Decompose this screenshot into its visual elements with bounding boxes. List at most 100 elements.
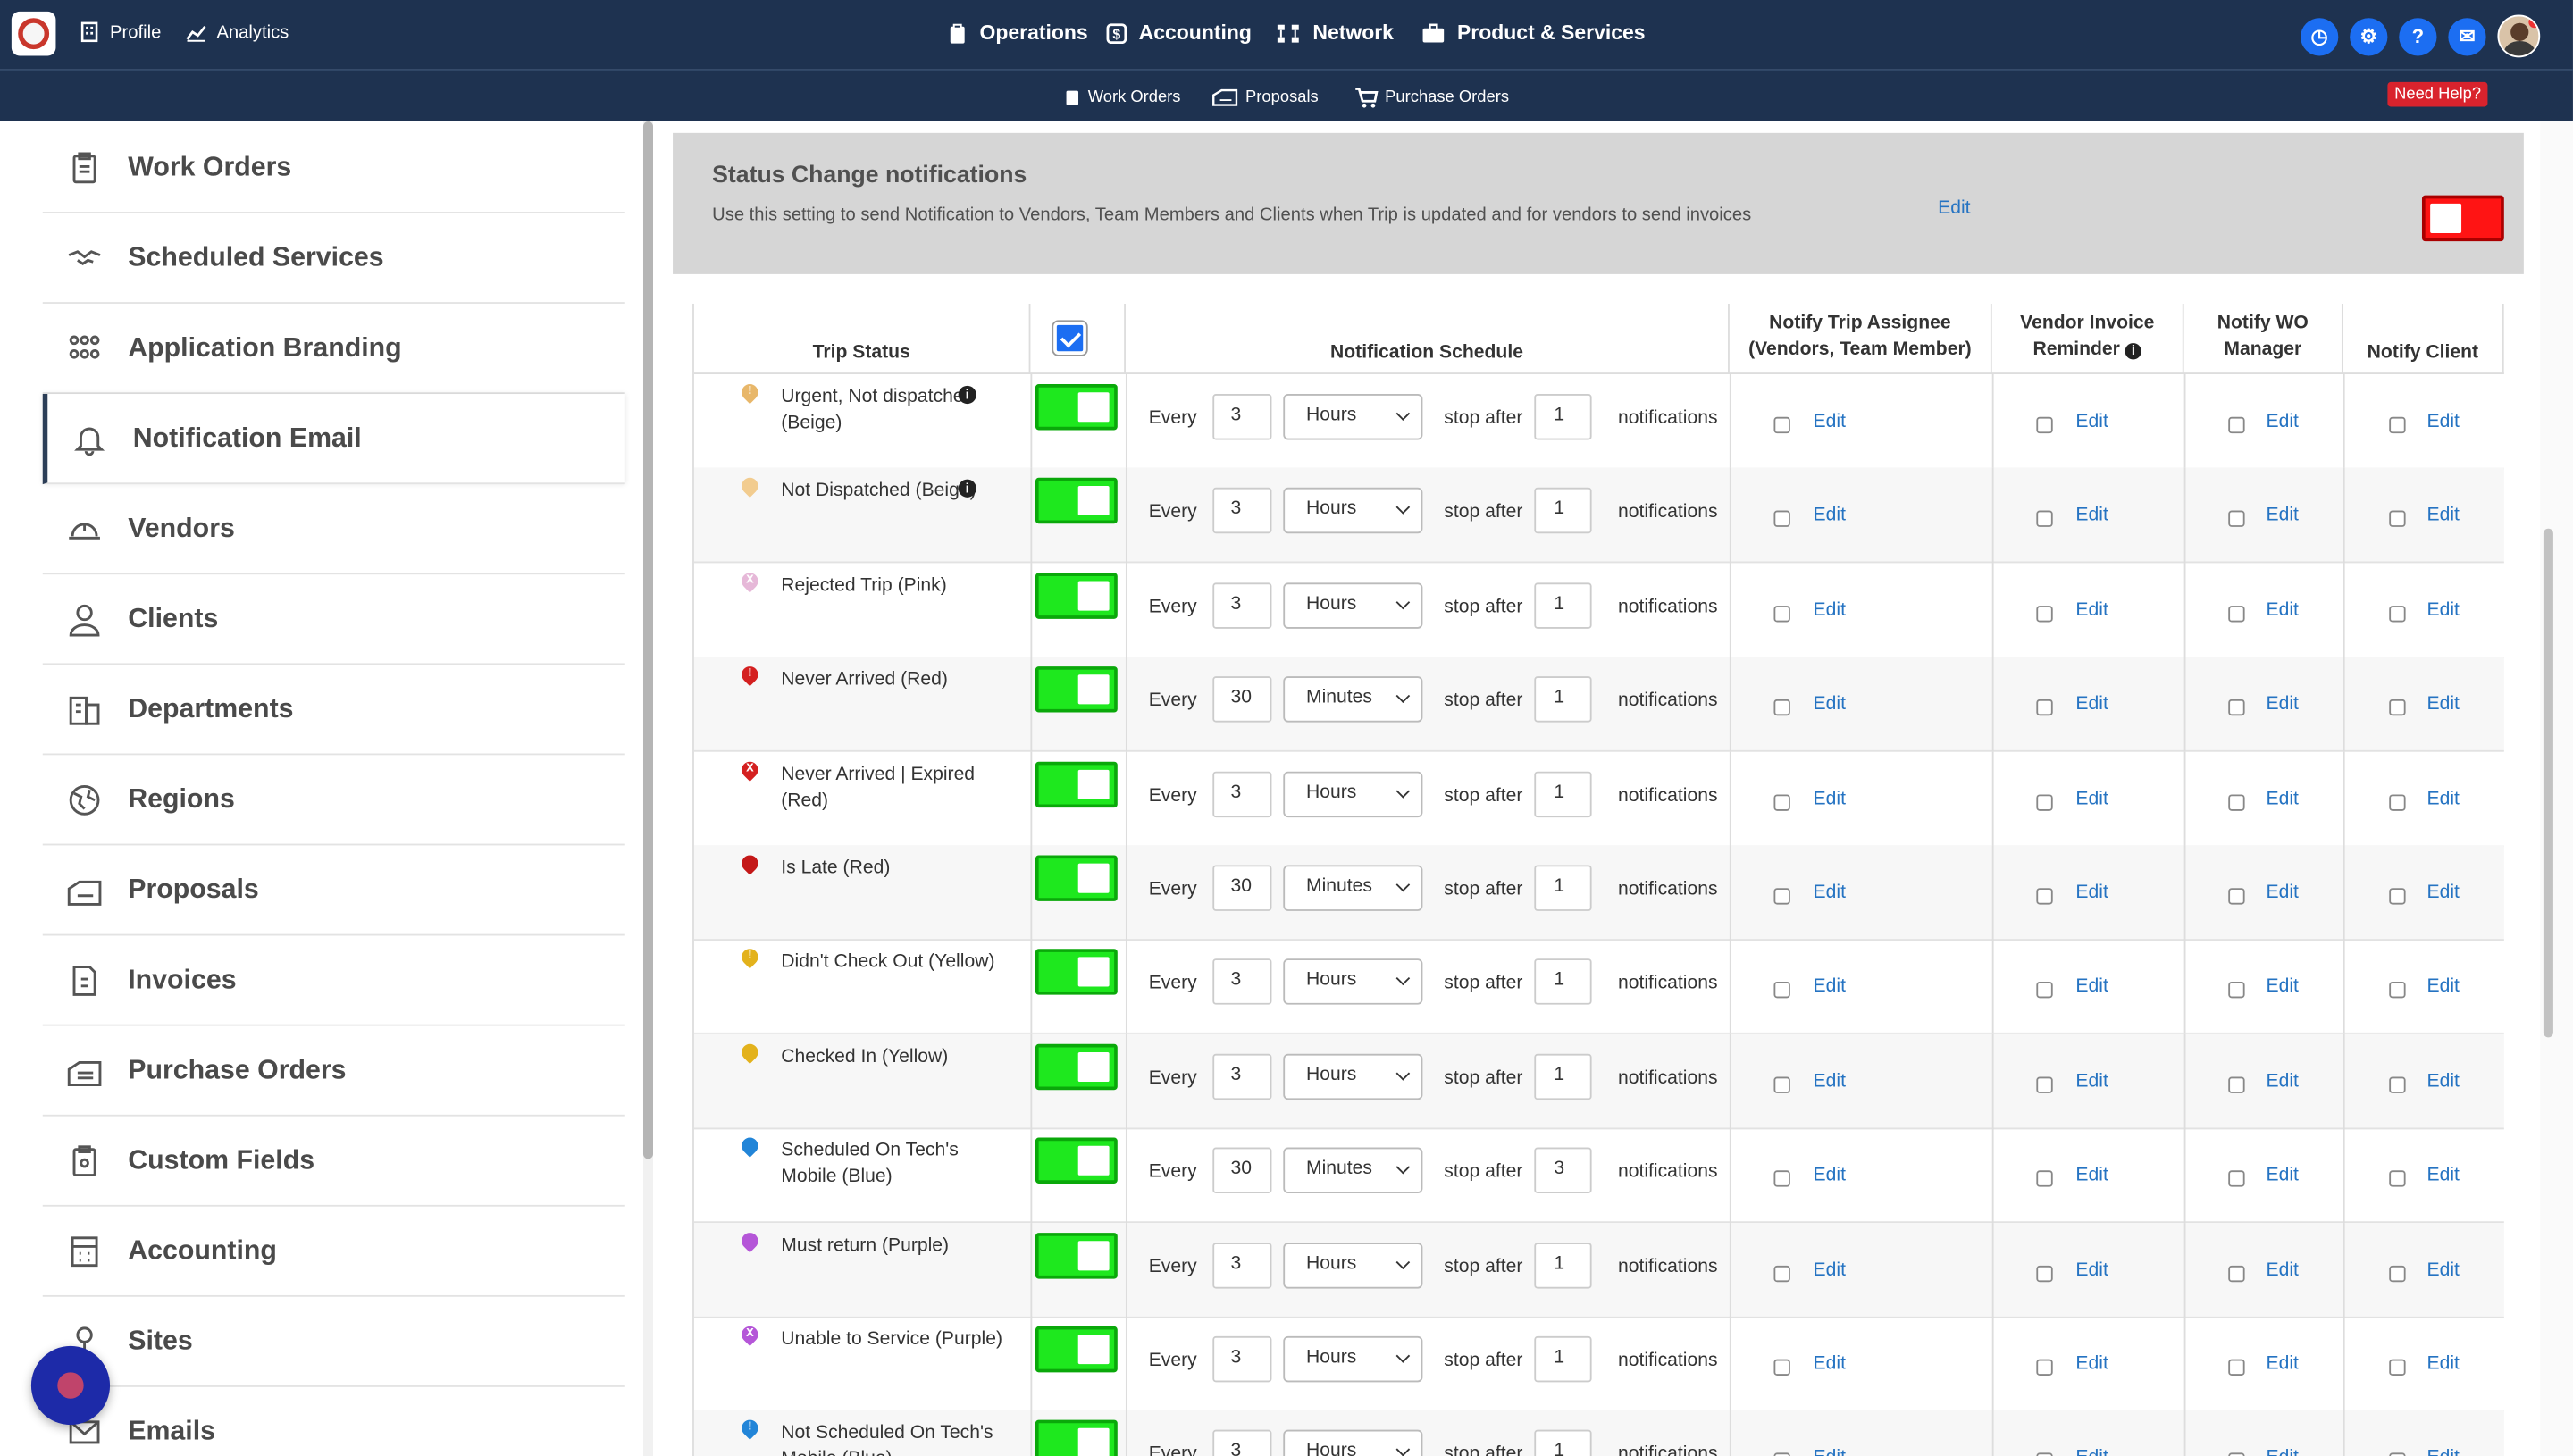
interval-unit-select[interactable]: Hours (1283, 1242, 1423, 1288)
nav-product-services[interactable]: Product & Services (1421, 21, 1646, 45)
notify-wo-manager-edit-link[interactable]: Edit (2266, 977, 2299, 998)
notify-assignee-edit-link[interactable]: Edit (1813, 506, 1846, 526)
status-enabled-toggle[interactable] (1035, 1420, 1118, 1456)
notify-assignee-checkbox[interactable] (1773, 1170, 1790, 1188)
panel-edit-link[interactable]: Edit (1938, 198, 1971, 219)
need-help-button[interactable]: Need Help? (2387, 81, 2488, 107)
sidebar-item-purchase-orders[interactable]: Purchase Orders (42, 1026, 625, 1117)
interval-unit-select[interactable]: Minutes (1283, 676, 1423, 723)
vendor-invoice-edit-link[interactable]: Edit (2075, 1449, 2108, 1456)
notify-client-checkbox[interactable] (2389, 1076, 2406, 1093)
vendor-invoice-edit-link[interactable]: Edit (2075, 883, 2108, 903)
stop-after-input[interactable]: 1 (1534, 1242, 1592, 1288)
status-enabled-toggle[interactable] (1035, 1232, 1118, 1278)
stop-after-input[interactable]: 1 (1534, 770, 1592, 817)
sidebar-item-accounting[interactable]: Accounting (42, 1207, 625, 1297)
notify-wo-manager-checkbox[interactable] (2228, 1076, 2245, 1093)
notify-assignee-edit-link[interactable]: Edit (1813, 1354, 1846, 1375)
notify-client-checkbox[interactable] (2389, 416, 2406, 434)
stop-after-input[interactable]: 1 (1534, 1430, 1592, 1456)
sidebar-item-invoices[interactable]: Invoices (42, 935, 625, 1026)
vendor-invoice-checkbox[interactable] (2036, 1076, 2053, 1093)
notify-wo-manager-checkbox[interactable] (2228, 699, 2245, 716)
notify-client-checkbox[interactable] (2389, 1265, 2406, 1282)
notify-wo-manager-edit-link[interactable]: Edit (2266, 883, 2299, 903)
notify-assignee-checkbox[interactable] (1773, 888, 1790, 905)
vendor-invoice-checkbox[interactable] (2036, 605, 2053, 623)
nav-network[interactable]: Network (1275, 21, 1394, 45)
sidebar-item-notification-email[interactable]: Notification Email (42, 394, 625, 485)
notify-wo-manager-edit-link[interactable]: Edit (2266, 1354, 2299, 1375)
notify-client-edit-link[interactable]: Edit (2426, 1354, 2460, 1375)
vendor-invoice-checkbox[interactable] (2036, 511, 2053, 528)
nav-operations[interactable]: Operations (947, 21, 1088, 45)
vendor-invoice-edit-link[interactable]: Edit (2075, 1259, 2108, 1280)
info-icon[interactable]: i (2125, 343, 2142, 360)
interval-unit-select[interactable]: Hours (1283, 488, 1423, 534)
sidebar-scrollbar[interactable] (642, 121, 654, 1456)
notify-client-edit-link[interactable]: Edit (2426, 1259, 2460, 1280)
stop-after-input[interactable]: 1 (1534, 958, 1592, 1006)
notify-assignee-edit-link[interactable]: Edit (1814, 1449, 1846, 1456)
notify-assignee-edit-link[interactable]: Edit (1813, 1259, 1846, 1280)
status-enabled-toggle[interactable] (1035, 384, 1118, 431)
stop-after-input[interactable]: 1 (1534, 676, 1592, 723)
interval-input[interactable]: 3 (1212, 1053, 1272, 1100)
subnav-work-orders[interactable]: Work Orders (1063, 87, 1181, 106)
notify-client-edit-link[interactable]: Edit (2426, 600, 2460, 621)
notify-client-checkbox[interactable] (2389, 511, 2406, 528)
notify-wo-manager-checkbox[interactable] (2228, 511, 2245, 528)
notify-client-checkbox[interactable] (2389, 1359, 2406, 1376)
nav-accounting[interactable]: $ Accounting (1106, 21, 1252, 45)
notify-client-checkbox[interactable] (2389, 605, 2406, 623)
vendor-invoice-edit-link[interactable]: Edit (2075, 412, 2108, 432)
interval-input[interactable]: 3 (1212, 958, 1272, 1006)
interval-input[interactable]: 3 (1212, 1242, 1272, 1288)
notify-assignee-edit-link[interactable]: Edit (1813, 694, 1846, 715)
notify-assignee-checkbox[interactable] (1773, 511, 1790, 528)
sidebar-item-work-orders[interactable]: Work Orders (42, 123, 625, 213)
app-logo[interactable] (11, 11, 56, 56)
chat-icon[interactable]: ✉ (2448, 17, 2486, 55)
status-enabled-toggle[interactable] (1035, 855, 1118, 901)
notify-wo-manager-checkbox[interactable] (2228, 1265, 2245, 1282)
stop-after-input[interactable]: 1 (1534, 1335, 1592, 1383)
subnav-proposals[interactable]: Proposals (1211, 87, 1319, 106)
chat-launcher-button[interactable] (30, 1345, 111, 1426)
interval-unit-select[interactable]: Hours (1283, 394, 1423, 440)
notify-client-checkbox[interactable] (2389, 1453, 2406, 1456)
notify-assignee-edit-link[interactable]: Edit (1813, 600, 1846, 621)
sidebar-item-custom-fields[interactable]: Custom Fields (42, 1117, 625, 1207)
vendor-invoice-checkbox[interactable] (2036, 1359, 2053, 1376)
status-enabled-toggle[interactable] (1035, 1326, 1118, 1373)
sidebar-item-emails[interactable]: Emails (43, 1387, 625, 1456)
status-enabled-toggle[interactable] (1035, 1137, 1118, 1184)
vendor-invoice-edit-link[interactable]: Edit (2075, 506, 2108, 526)
notify-client-edit-link[interactable]: Edit (2426, 1071, 2460, 1092)
vendor-invoice-edit-link[interactable]: Edit (2075, 1166, 2108, 1186)
interval-input[interactable]: 30 (1212, 1147, 1272, 1194)
interval-input[interactable]: 3 (1212, 1335, 1272, 1383)
clock-icon[interactable]: ◷ (2301, 17, 2339, 55)
stop-after-input[interactable]: 1 (1534, 488, 1592, 534)
notify-client-checkbox[interactable] (2389, 888, 2406, 905)
vendor-invoice-edit-link[interactable]: Edit (2075, 789, 2108, 809)
vendor-invoice-checkbox[interactable] (2036, 1453, 2053, 1456)
info-icon[interactable]: i (958, 480, 976, 498)
notify-wo-manager-checkbox[interactable] (2228, 982, 2245, 1000)
notify-client-edit-link[interactable]: Edit (2426, 789, 2460, 809)
interval-unit-select[interactable]: Hours (1283, 1335, 1423, 1383)
status-enabled-toggle[interactable] (1035, 572, 1118, 619)
notify-client-edit-link[interactable]: Edit (2426, 1166, 2460, 1186)
sidebar-item-proposals[interactable]: Proposals (42, 845, 625, 936)
stop-after-input[interactable]: 3 (1534, 1147, 1592, 1194)
gear-icon[interactable]: ⚙ (2350, 17, 2388, 55)
stop-after-input[interactable]: 1 (1534, 582, 1592, 629)
interval-input[interactable]: 3 (1212, 770, 1272, 817)
notify-assignee-checkbox[interactable] (1773, 982, 1790, 1000)
stop-after-input[interactable]: 1 (1534, 394, 1592, 440)
notify-client-edit-link[interactable]: Edit (2426, 1449, 2459, 1456)
vendor-invoice-edit-link[interactable]: Edit (2075, 1354, 2108, 1375)
interval-unit-select[interactable]: Minutes (1283, 1147, 1423, 1194)
vendor-invoice-checkbox[interactable] (2036, 982, 2053, 1000)
